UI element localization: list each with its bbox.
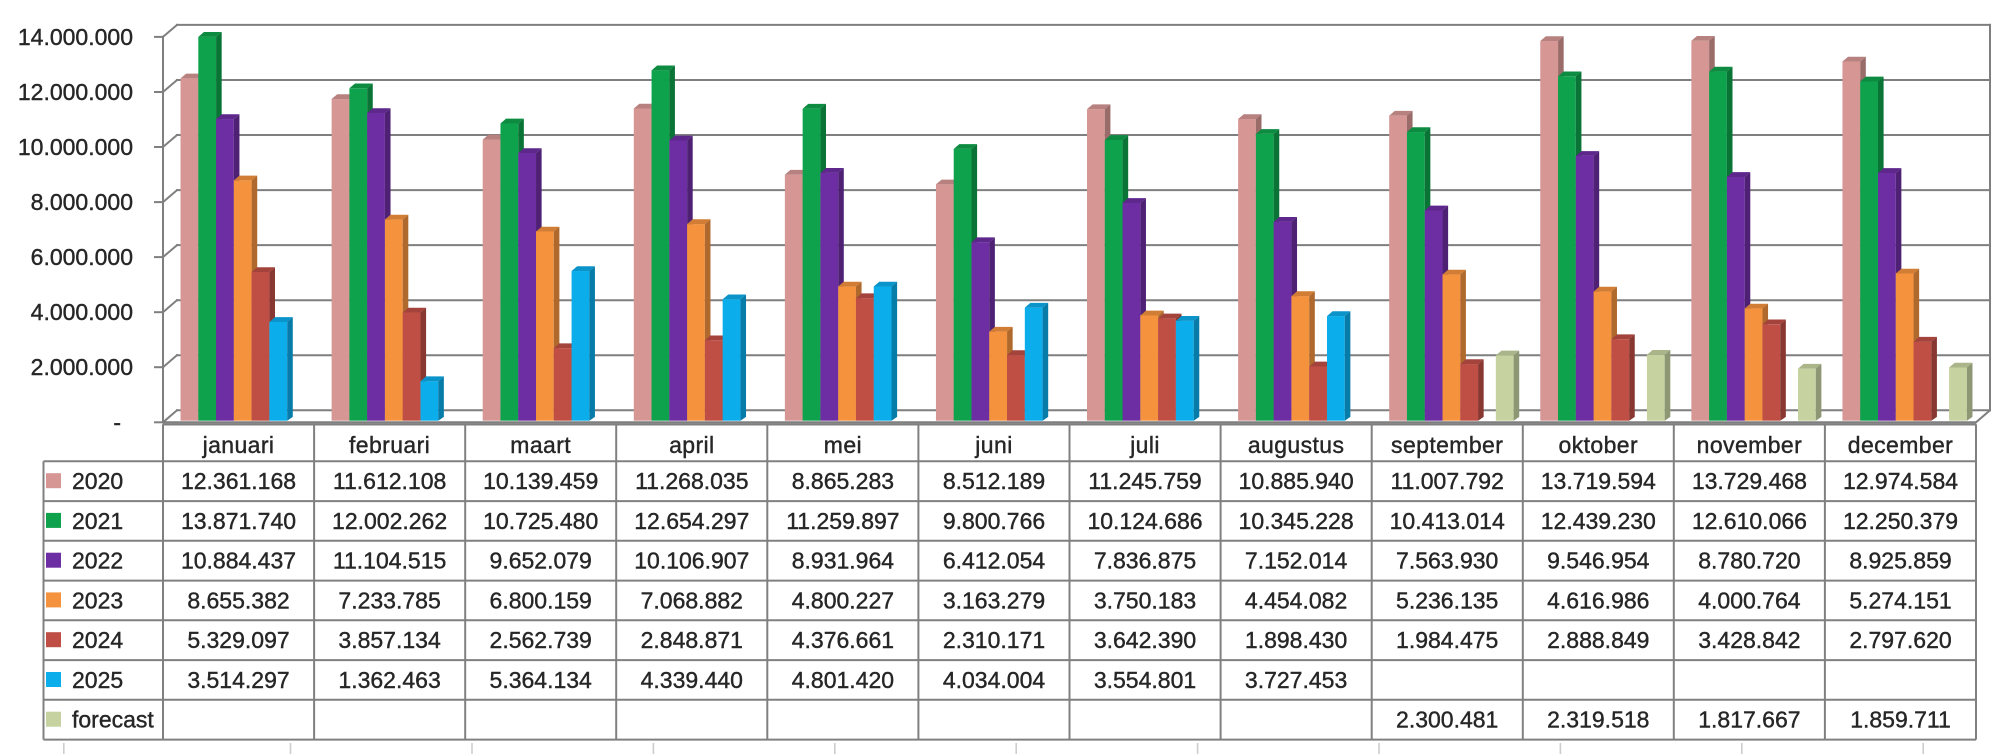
- svg-text:2024: 2024: [72, 627, 123, 653]
- svg-text:7.836.875: 7.836.875: [1094, 548, 1196, 574]
- svg-text:3.554.801: 3.554.801: [1094, 667, 1196, 693]
- svg-text:8.512.189: 8.512.189: [943, 468, 1045, 494]
- svg-text:10.725.480: 10.725.480: [483, 508, 598, 534]
- svg-text:6.800.159: 6.800.159: [490, 587, 592, 613]
- svg-text:12.610.066: 12.610.066: [1692, 508, 1807, 534]
- svg-text:1.984.475: 1.984.475: [1396, 627, 1498, 653]
- svg-text:10.139.459: 10.139.459: [483, 468, 598, 494]
- svg-text:7.068.882: 7.068.882: [641, 587, 743, 613]
- svg-text:11.268.035: 11.268.035: [635, 468, 748, 494]
- svg-text:3.642.390: 3.642.390: [1094, 627, 1196, 653]
- svg-text:mei: mei: [824, 432, 862, 458]
- svg-text:4.454.082: 4.454.082: [1245, 587, 1347, 613]
- svg-text:5.236.135: 5.236.135: [1396, 587, 1498, 613]
- svg-text:5.274.151: 5.274.151: [1849, 587, 1951, 613]
- svg-text:april: april: [669, 432, 714, 458]
- svg-text:13.719.594: 13.719.594: [1541, 468, 1656, 494]
- svg-text:2.562.739: 2.562.739: [490, 627, 592, 653]
- svg-text:3.750.183: 3.750.183: [1094, 587, 1196, 613]
- svg-text:forecast: forecast: [72, 707, 154, 733]
- svg-text:8.655.382: 8.655.382: [187, 587, 289, 613]
- svg-text:6.412.054: 6.412.054: [943, 548, 1046, 574]
- svg-text:december: december: [1848, 432, 1953, 458]
- svg-text:10.124.686: 10.124.686: [1087, 508, 1202, 534]
- svg-text:2023: 2023: [72, 587, 123, 613]
- svg-text:12.974.584: 12.974.584: [1843, 468, 1958, 494]
- svg-text:12.439.230: 12.439.230: [1541, 508, 1656, 534]
- svg-text:11.007.792: 11.007.792: [1390, 468, 1503, 494]
- svg-text:1.362.463: 1.362.463: [338, 667, 440, 693]
- svg-text:5.364.134: 5.364.134: [490, 667, 593, 693]
- svg-text:8.780.720: 8.780.720: [1698, 548, 1800, 574]
- svg-text:12.002.262: 12.002.262: [332, 508, 447, 534]
- svg-text:4.000.764: 4.000.764: [1698, 587, 1801, 613]
- svg-text:4.034.004: 4.034.004: [943, 667, 1046, 693]
- svg-text:9.546.954: 9.546.954: [1547, 548, 1650, 574]
- svg-text:4.000.000: 4.000.000: [31, 299, 133, 325]
- svg-text:2021: 2021: [72, 508, 123, 534]
- svg-text:1.817.667: 1.817.667: [1698, 707, 1800, 733]
- svg-text:12.361.168: 12.361.168: [181, 468, 296, 494]
- svg-text:3.857.134: 3.857.134: [338, 627, 441, 653]
- svg-text:2.797.620: 2.797.620: [1849, 627, 1951, 653]
- svg-text:10.884.437: 10.884.437: [181, 548, 296, 574]
- svg-text:juni: juni: [974, 432, 1012, 458]
- svg-text:2.000.000: 2.000.000: [31, 354, 133, 380]
- svg-text:10.345.228: 10.345.228: [1239, 508, 1354, 534]
- svg-text:12.000.000: 12.000.000: [18, 79, 133, 105]
- svg-text:oktober: oktober: [1559, 432, 1639, 458]
- svg-text:12.250.379: 12.250.379: [1843, 508, 1958, 534]
- svg-text:2.300.481: 2.300.481: [1396, 707, 1498, 733]
- svg-text:10.106.907: 10.106.907: [634, 548, 749, 574]
- svg-text:2022: 2022: [72, 548, 123, 574]
- svg-text:januari: januari: [202, 432, 275, 458]
- svg-text:4.800.227: 4.800.227: [792, 587, 894, 613]
- svg-text:4.339.440: 4.339.440: [641, 667, 743, 693]
- svg-text:-: -: [113, 409, 121, 435]
- svg-text:2.888.849: 2.888.849: [1547, 627, 1649, 653]
- svg-text:9.800.766: 9.800.766: [943, 508, 1045, 534]
- svg-text:7.563.930: 7.563.930: [1396, 548, 1498, 574]
- svg-text:2025: 2025: [72, 667, 123, 693]
- svg-text:juli: juli: [1129, 432, 1160, 458]
- svg-text:4.376.661: 4.376.661: [792, 627, 894, 653]
- svg-text:1.898.430: 1.898.430: [1245, 627, 1347, 653]
- svg-text:7.233.785: 7.233.785: [338, 587, 440, 613]
- svg-text:10.885.940: 10.885.940: [1239, 468, 1354, 494]
- svg-text:8.000.000: 8.000.000: [31, 189, 133, 215]
- svg-text:augustus: augustus: [1248, 432, 1345, 458]
- svg-text:4.801.420: 4.801.420: [792, 667, 894, 693]
- svg-text:9.652.079: 9.652.079: [490, 548, 592, 574]
- svg-text:11.245.759: 11.245.759: [1088, 468, 1201, 494]
- svg-text:3.727.453: 3.727.453: [1245, 667, 1347, 693]
- svg-text:4.616.986: 4.616.986: [1547, 587, 1649, 613]
- svg-text:10.000.000: 10.000.000: [18, 134, 133, 160]
- svg-text:5.329.097: 5.329.097: [187, 627, 289, 653]
- svg-text:10.413.014: 10.413.014: [1390, 508, 1505, 534]
- svg-text:14.000.000: 14.000.000: [18, 24, 133, 50]
- svg-text:11.612.108: 11.612.108: [333, 468, 446, 494]
- svg-text:3.428.842: 3.428.842: [1698, 627, 1800, 653]
- svg-text:7.152.014: 7.152.014: [1245, 548, 1348, 574]
- svg-text:2.310.171: 2.310.171: [943, 627, 1045, 653]
- svg-text:2.848.871: 2.848.871: [641, 627, 743, 653]
- svg-text:3.163.279: 3.163.279: [943, 587, 1045, 613]
- svg-text:2020: 2020: [72, 468, 123, 494]
- svg-text:3.514.297: 3.514.297: [187, 667, 289, 693]
- svg-text:maart: maart: [510, 432, 571, 458]
- svg-text:februari: februari: [349, 432, 430, 458]
- svg-text:8.865.283: 8.865.283: [792, 468, 894, 494]
- svg-text:11.259.897: 11.259.897: [786, 508, 899, 534]
- svg-text:november: november: [1697, 432, 1802, 458]
- svg-text:september: september: [1391, 432, 1503, 458]
- svg-text:8.925.859: 8.925.859: [1849, 548, 1951, 574]
- svg-text:12.654.297: 12.654.297: [634, 508, 749, 534]
- svg-text:13.729.468: 13.729.468: [1692, 468, 1807, 494]
- svg-text:13.871.740: 13.871.740: [181, 508, 296, 534]
- svg-text:2.319.518: 2.319.518: [1547, 707, 1649, 733]
- svg-text:1.859.711: 1.859.711: [1850, 707, 1951, 733]
- svg-text:11.104.515: 11.104.515: [333, 548, 446, 574]
- svg-text:8.931.964: 8.931.964: [792, 548, 895, 574]
- svg-text:6.000.000: 6.000.000: [31, 244, 133, 270]
